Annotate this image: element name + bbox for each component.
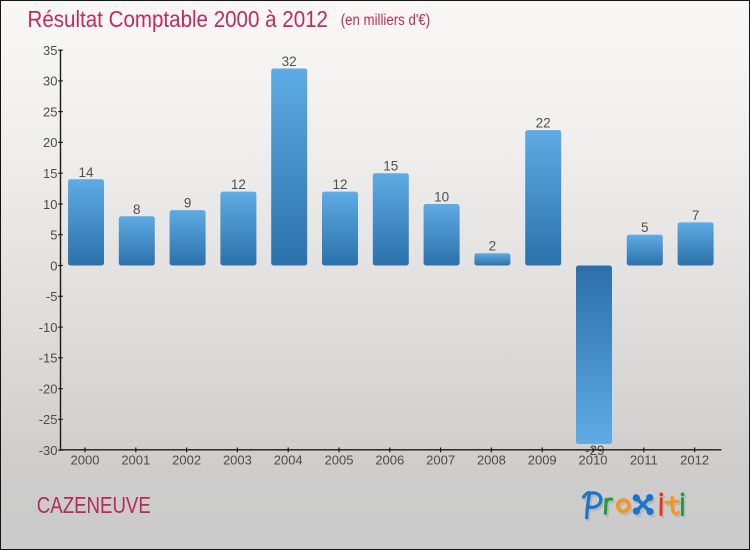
svg-text:10: 10 (43, 197, 57, 212)
svg-text:22: 22 (536, 116, 551, 131)
svg-text:2004: 2004 (274, 453, 303, 468)
svg-text:CAZENEUVE: CAZENEUVE (37, 492, 151, 518)
svg-text:-30: -30 (39, 443, 58, 458)
svg-text:2005: 2005 (325, 453, 354, 468)
svg-text:-29: -29 (585, 443, 605, 458)
svg-text:2008: 2008 (477, 453, 506, 468)
svg-text:10: 10 (434, 190, 449, 205)
svg-text:-15: -15 (39, 351, 58, 366)
svg-text:7: 7 (692, 208, 700, 223)
svg-text:25: 25 (43, 104, 57, 119)
svg-text:5: 5 (50, 228, 57, 243)
svg-text:-10: -10 (39, 320, 58, 335)
svg-text:2007: 2007 (426, 453, 455, 468)
svg-text:Résultat Comptable 2000 à 2012: Résultat Comptable 2000 à 2012 (28, 6, 329, 32)
svg-text:-25: -25 (39, 412, 58, 427)
svg-text:2010: 2010 (579, 453, 608, 468)
svg-text:32: 32 (282, 54, 297, 69)
svg-text:2002: 2002 (172, 453, 201, 468)
svg-text:-5: -5 (46, 289, 58, 304)
svg-text:35: 35 (43, 43, 57, 58)
svg-text:30: 30 (43, 74, 57, 89)
svg-text:-20: -20 (39, 381, 58, 396)
svg-text:(en milliers d'€): (en milliers d'€) (341, 12, 431, 29)
svg-text:14: 14 (78, 165, 94, 180)
svg-text:2012: 2012 (680, 453, 709, 468)
svg-text:12: 12 (332, 177, 347, 192)
svg-text:2003: 2003 (223, 453, 252, 468)
svg-text:20: 20 (43, 135, 57, 150)
svg-text:0: 0 (50, 258, 57, 273)
svg-text:9: 9 (184, 196, 192, 211)
svg-text:15: 15 (43, 166, 57, 181)
svg-text:2: 2 (489, 239, 497, 254)
svg-text:2006: 2006 (375, 453, 404, 468)
svg-text:5: 5 (641, 220, 649, 235)
svg-text:12: 12 (231, 177, 246, 192)
svg-text:15: 15 (383, 159, 398, 174)
svg-text:2001: 2001 (121, 453, 150, 468)
svg-text:8: 8 (133, 202, 141, 217)
svg-text:2009: 2009 (528, 453, 557, 468)
svg-text:2000: 2000 (71, 453, 100, 468)
svg-text:2011: 2011 (630, 453, 658, 468)
